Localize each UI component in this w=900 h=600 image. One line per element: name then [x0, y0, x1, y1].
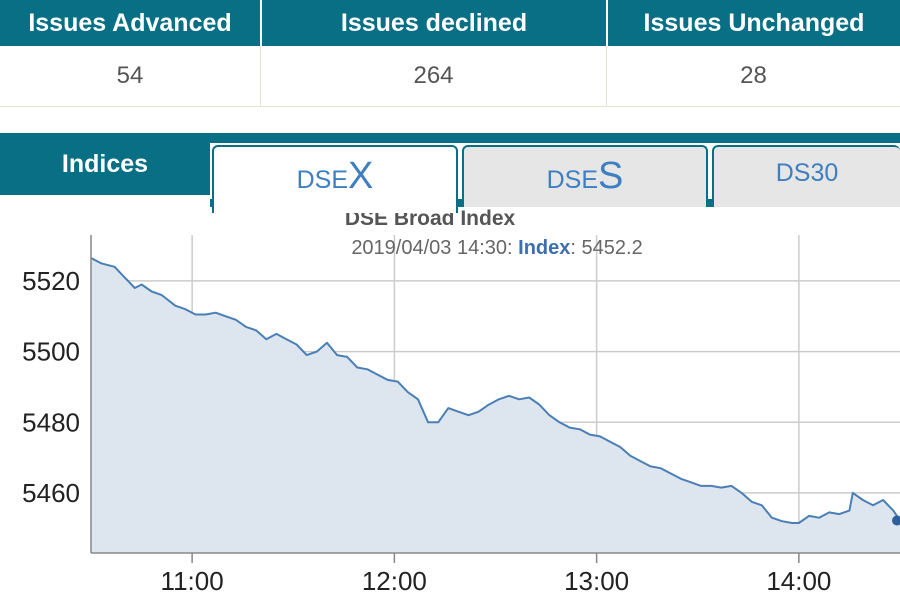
issues-declined-header: Issues declined [260, 0, 606, 46]
series-line [90, 257, 900, 524]
x-tick-label: 12:00 [362, 566, 427, 596]
tab-dsex-suffix: X [348, 155, 374, 197]
tab-dsex[interactable]: DSE X [212, 145, 458, 213]
index-chart-svg: 5460 5480 5500 5520 11:00 12:00 13:00 14:00 [22, 235, 900, 596]
issues-advanced-header: Issues Advanced [28, 8, 232, 37]
tooltip-value: 5452.2 [581, 237, 643, 259]
tab-dsex-prefix: DSE [296, 166, 349, 194]
current-value-marker [892, 515, 900, 526]
tab-dses-suffix: S [598, 155, 624, 197]
tooltip-series-label: Index [518, 237, 571, 259]
indices-label: Indices [0, 133, 210, 195]
issues-advanced-value: 54 [116, 62, 144, 89]
index-chart[interactable]: 5460 5480 5500 5520 11:00 12:00 13:00 14:00 DSE… [0, 207, 900, 600]
tab-dses-prefix: DSE [546, 166, 599, 194]
indices-tab-bar: Indices DSE X DSE S DS30 [0, 133, 900, 213]
issues-declined-value: 264 [260, 46, 606, 106]
x-tick-label: 14:00 [766, 566, 831, 596]
tooltip-colon: : [570, 237, 576, 259]
issues-unchanged-header: Issues Unchanged [606, 0, 900, 46]
issues-header-row: Issues Advanced Issues declined Issues U… [0, 0, 900, 46]
tab-bar-stripe [0, 133, 900, 143]
y-tick-label: 5500 [22, 337, 80, 367]
tab-ds30-label: DS30 [775, 159, 839, 187]
issues-value-row: 54 264 28 [0, 46, 900, 107]
tab-dses[interactable]: DSE S [462, 145, 708, 207]
tab-ds30[interactable]: DS30 [712, 145, 900, 207]
issues-unchanged-value: 28 [606, 46, 900, 106]
y-tick-label: 5460 [22, 478, 80, 508]
series-area [91, 258, 900, 553]
x-tick-label: 11:00 [161, 566, 224, 596]
issues-table: Issues Advanced Issues declined Issues U… [0, 0, 900, 108]
x-tick-label: 13:00 [564, 566, 629, 596]
tooltip-timestamp: 2019/04/03 14:30: [351, 237, 513, 259]
y-tick-label: 5520 [22, 266, 80, 296]
y-tick-label: 5480 [22, 407, 80, 437]
chart-tooltip: 2019/04/03 14:30: Index: 5452.2 [0, 237, 900, 260]
